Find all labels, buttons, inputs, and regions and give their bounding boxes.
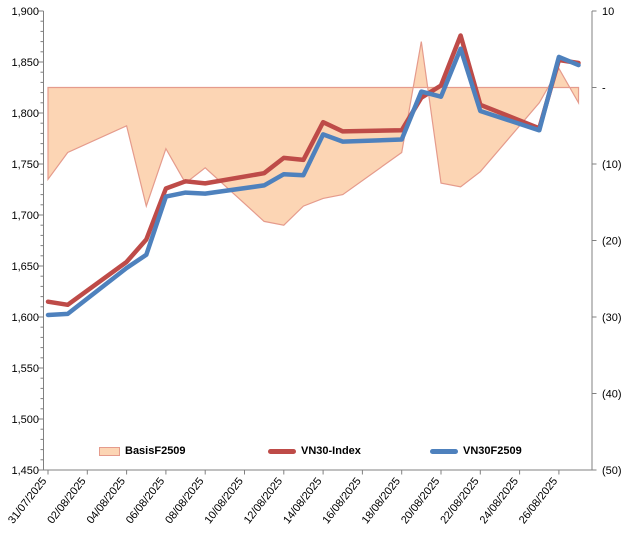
right-axis-tick-label: (30) xyxy=(602,312,622,324)
legend-item-basis: BasisF2509 xyxy=(99,445,186,457)
x-axis-tick-label: 18/08/2025 xyxy=(360,475,403,526)
legend-item-vn30-index: VN30-Index xyxy=(268,445,361,457)
x-axis-tick-label: 02/08/2025 xyxy=(45,475,88,526)
legend-label-vn30-index: VN30-Index xyxy=(301,445,361,457)
x-axis-tick-label: 24/08/2025 xyxy=(478,475,521,526)
left-axis-tick-label: 1,450 xyxy=(11,465,39,477)
x-axis-tick-label: 31/07/2025 xyxy=(6,475,49,526)
x-axis-tick-label: 26/08/2025 xyxy=(517,475,560,526)
x-axis-tick-label: 04/08/2025 xyxy=(85,475,128,526)
left-axis-tick-label: 1,600 xyxy=(11,312,39,324)
right-axis-tick-label: (20) xyxy=(602,236,622,248)
vn30f2509-line xyxy=(45,46,581,318)
vn30-index-line-swatch xyxy=(268,448,296,454)
right-axis-tick-label: (50) xyxy=(602,465,622,477)
right-axis-tick-label: - xyxy=(602,83,606,95)
legend-item-vn30f2509: VN30F2509 xyxy=(430,445,522,457)
left-axis-tick-label: 1,500 xyxy=(11,414,39,426)
x-axis-tick-label: 16/08/2025 xyxy=(320,475,363,526)
right-axis-tick-label: (10) xyxy=(602,159,622,171)
x-axis-tick-label: 06/08/2025 xyxy=(124,475,167,526)
right-axis-tick-label: (40) xyxy=(602,389,622,401)
left-axis-tick-label: 1,750 xyxy=(11,159,39,171)
left-axis-tick-label: 1,800 xyxy=(11,108,39,120)
basis-area-swatch xyxy=(99,446,120,456)
vn30f2509-line-swatch xyxy=(430,448,458,454)
x-axis-tick-label: 10/08/2025 xyxy=(203,475,246,526)
left-axis-tick-label: 1,550 xyxy=(11,363,39,375)
left-axis-tick-label: 1,700 xyxy=(11,210,39,222)
legend-label-vn30f2509: VN30F2509 xyxy=(463,445,522,457)
left-axis: 1,900 1,850 1,800 1,750 1,700 1,650 1,600 1,550… xyxy=(11,6,44,477)
left-axis-tick-label: 1,900 xyxy=(11,6,39,18)
legend-label-basis: BasisF2509 xyxy=(125,445,186,457)
x-axis-tick-label: 08/08/2025 xyxy=(163,475,206,526)
right-axis: 10 - (10) (20) (30) (40) (50) xyxy=(591,6,622,477)
right-axis-tick-label: 10 xyxy=(602,6,614,18)
left-axis-tick-label: 1,650 xyxy=(11,261,39,273)
x-axis-tick-label: 14/08/2025 xyxy=(281,475,324,526)
left-axis-tick-label: 1,850 xyxy=(11,57,39,69)
basis-area-series xyxy=(47,41,580,226)
x-axis-tick-label: 20/08/2025 xyxy=(399,475,442,526)
x-axis-tick-label: 12/08/2025 xyxy=(242,475,285,526)
x-axis: 31/07/202502/08/202504/08/202506/08/2025… xyxy=(6,469,592,526)
x-axis-tick-label: 22/08/2025 xyxy=(438,475,481,526)
